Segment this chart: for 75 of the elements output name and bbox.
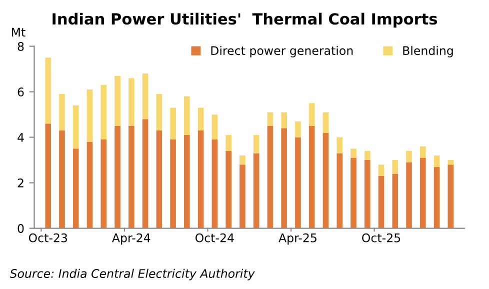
bar <box>86 89 93 142</box>
bar <box>364 150 370 160</box>
legend-label: Blending <box>403 46 453 58</box>
x-tick-label: Apr-24 <box>112 233 150 245</box>
bar <box>128 78 134 126</box>
bar <box>295 121 301 138</box>
bar <box>308 103 315 126</box>
bar <box>156 94 162 130</box>
bar <box>350 158 356 228</box>
bar <box>128 126 134 228</box>
bar <box>212 114 218 140</box>
bar <box>448 160 454 165</box>
bar <box>184 96 190 135</box>
y-tick-label: 2 <box>18 178 24 188</box>
bar <box>72 148 79 228</box>
bar <box>253 153 260 228</box>
bar <box>142 74 148 120</box>
bar <box>392 174 398 228</box>
bar <box>114 76 120 126</box>
bar <box>336 137 343 154</box>
bar <box>420 158 426 228</box>
bar <box>170 108 176 140</box>
y-tick-label: 0 <box>18 224 24 233</box>
legend-label: Direct power generation <box>211 46 353 58</box>
bar <box>378 164 384 176</box>
bar <box>295 137 301 228</box>
bar <box>448 164 454 228</box>
bar <box>420 146 426 158</box>
bar <box>100 84 107 140</box>
x-tick-label: Apr-25 <box>278 233 316 245</box>
bar <box>392 160 398 174</box>
bar <box>114 126 120 228</box>
bar <box>184 135 190 228</box>
bar <box>267 112 274 126</box>
bar <box>212 140 218 228</box>
bar <box>322 112 329 133</box>
bar <box>100 140 107 228</box>
bar <box>226 135 232 151</box>
bar <box>226 150 232 228</box>
bar <box>378 176 384 228</box>
x-tick-label: Oct-23 <box>28 233 68 242</box>
bar <box>45 124 52 228</box>
bar <box>364 160 370 228</box>
bar <box>86 142 93 228</box>
bar <box>240 155 246 165</box>
x-tick-label: Oct-25 <box>362 233 400 242</box>
bar <box>198 130 204 228</box>
bar <box>322 132 329 228</box>
bar <box>406 162 412 228</box>
bar <box>59 130 65 228</box>
bar <box>434 155 440 167</box>
y-tick-label: 4 <box>18 133 24 142</box>
x-tick-label: Oct-24 <box>196 233 234 242</box>
bar <box>308 126 315 228</box>
bar <box>253 135 260 154</box>
bar <box>198 108 204 130</box>
bar <box>142 119 148 228</box>
bar <box>170 140 176 228</box>
bar <box>156 130 162 228</box>
bar <box>406 150 412 162</box>
bar <box>45 58 52 124</box>
bar <box>59 94 65 130</box>
chart-title: Indian Power Utilities' Thermal Coal Imports <box>52 12 438 28</box>
bar <box>281 128 288 228</box>
bar <box>336 153 343 228</box>
bar <box>72 105 79 149</box>
bar <box>434 166 440 228</box>
bar <box>240 164 246 228</box>
source-note: Source: India Central Electricity Authority <box>10 268 255 280</box>
bar <box>267 126 274 228</box>
y-axis-title: Mt <box>12 28 26 36</box>
bar <box>281 112 288 128</box>
y-tick-label: 6 <box>18 87 24 96</box>
bar <box>350 148 356 158</box>
y-tick-label: 8 <box>18 42 24 51</box>
